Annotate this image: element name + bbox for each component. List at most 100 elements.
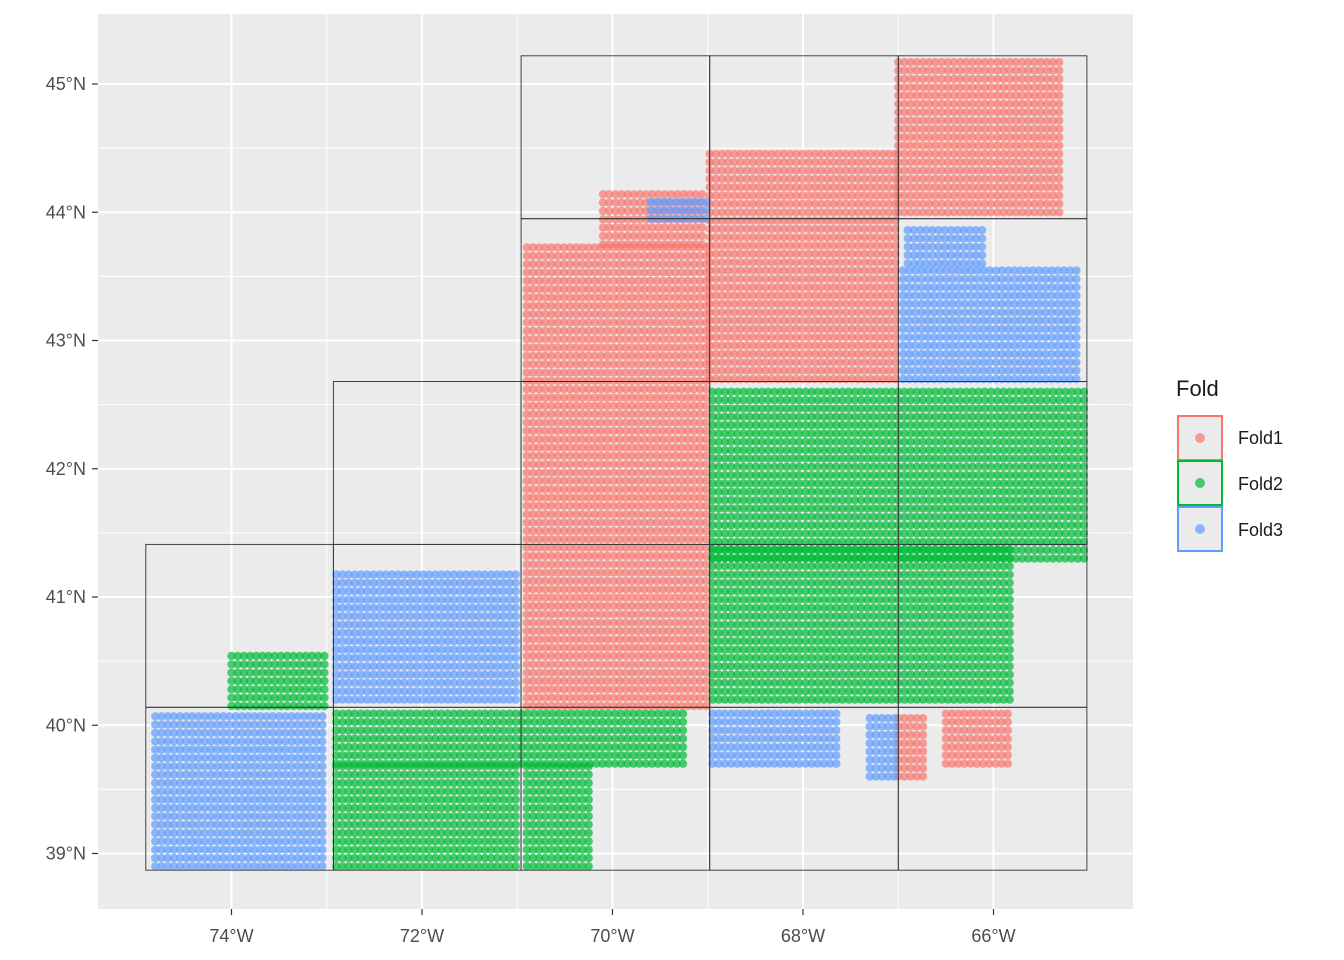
sample-point-fold1 <box>689 276 699 286</box>
sample-point-fold1 <box>689 501 699 511</box>
sample-point-fold1 <box>695 268 705 277</box>
sample-point-fold1 <box>823 358 832 367</box>
sample-point-fold1 <box>702 701 711 711</box>
sample-point-fold1 <box>646 443 655 452</box>
sample-point-fold1 <box>553 626 562 636</box>
sample-point-fold1 <box>621 660 630 669</box>
sample-point-fold1 <box>646 535 655 544</box>
sample-point-fold1 <box>658 693 668 702</box>
sample-point-fold1 <box>578 301 587 311</box>
sample-point-fold1 <box>615 526 624 536</box>
sample-point-fold1 <box>528 335 538 344</box>
sample-point-fold1 <box>578 376 587 386</box>
sample-point-fold1 <box>621 618 630 627</box>
sample-point-fold1 <box>761 191 770 200</box>
sample-point-fold1 <box>528 551 538 561</box>
sample-point-fold1 <box>627 626 637 636</box>
sample-point-fold1 <box>816 283 826 292</box>
sample-point-fold1 <box>547 426 556 436</box>
sample-point-fold1 <box>717 283 727 292</box>
sample-point-fold1 <box>535 618 544 627</box>
sample-point-fold1 <box>578 435 587 444</box>
sample-point-fold1 <box>918 739 928 748</box>
sample-point-fold1 <box>816 316 826 325</box>
sample-point-fold1 <box>535 668 544 677</box>
sample-point-fold1 <box>627 276 637 286</box>
sample-point-fold1 <box>553 501 562 511</box>
sample-point-fold1 <box>565 635 575 644</box>
sample-point-fold1 <box>541 651 550 661</box>
sample-point-fold1 <box>683 610 692 619</box>
sample-point-fold1 <box>823 183 832 192</box>
sample-point-fold1 <box>683 476 692 486</box>
sample-point-fold1 <box>711 366 720 375</box>
sample-point-fold1 <box>615 376 624 386</box>
sample-point-fold1 <box>559 310 569 319</box>
sample-point-fold1 <box>748 191 758 200</box>
sample-point-fold1 <box>646 476 655 486</box>
sample-point-fold1 <box>559 560 569 569</box>
sample-point-fold1 <box>742 199 751 209</box>
sample-point-fold1 <box>671 360 680 369</box>
sample-point-fold1 <box>621 676 630 686</box>
sample-point-fold1 <box>565 393 575 402</box>
sample-point-fold1 <box>627 635 637 644</box>
sample-point-fold1 <box>658 543 668 552</box>
sample-point-fold1 <box>640 618 649 627</box>
sample-point-fold1 <box>671 685 680 694</box>
sample-point-fold1 <box>677 576 686 586</box>
sample-point-fold1 <box>541 418 550 427</box>
sample-point-fold1 <box>541 693 550 702</box>
sample-point-fold1 <box>528 435 538 444</box>
sample-point-fold1 <box>835 233 844 242</box>
sample-point-fold1 <box>724 316 733 325</box>
sample-point-fold1 <box>695 276 705 286</box>
sample-point-fold1 <box>596 693 606 702</box>
sample-point-fold1 <box>541 301 550 311</box>
sample-point-fold1 <box>755 149 764 159</box>
sample-point-fold1 <box>761 174 770 184</box>
sample-point-fold1 <box>761 283 770 292</box>
sample-point-fold1 <box>578 476 587 486</box>
sample-point-fold1 <box>559 651 569 661</box>
sample-point-fold1 <box>742 341 751 350</box>
sample-point-fold1 <box>609 518 618 527</box>
sample-point-fold1 <box>578 451 587 461</box>
sample-point-fold1 <box>522 551 531 561</box>
sample-point-fold1 <box>596 501 606 511</box>
sample-point-fold1 <box>559 543 569 552</box>
sample-point-fold1 <box>773 308 782 317</box>
sample-point-fold1 <box>658 668 668 677</box>
sample-point-fold1 <box>559 268 569 277</box>
sample-point-fold1 <box>689 460 699 469</box>
sample-point-fold1 <box>711 316 720 325</box>
sample-point-fold1 <box>841 316 851 325</box>
sample-point-fold1 <box>683 310 692 319</box>
sample-point-fold1 <box>652 585 661 594</box>
sample-point-fold1 <box>711 308 720 317</box>
sample-point-fold1 <box>541 393 550 402</box>
sample-point-fold1 <box>572 643 581 652</box>
sample-point-fold1 <box>695 251 705 261</box>
sample-point-fold1 <box>640 501 649 511</box>
sample-point-fold1 <box>658 685 668 694</box>
sample-point-fold1 <box>565 676 575 686</box>
sample-point-fold1 <box>755 316 764 325</box>
sample-point-fold1 <box>785 274 795 284</box>
sample-point-fold1 <box>572 310 581 319</box>
sample-point-fold1 <box>767 233 776 242</box>
sample-point-fold1 <box>695 643 705 652</box>
sample-point-fold1 <box>646 260 655 269</box>
sample-point-fold1 <box>683 343 692 352</box>
sample-point-fold1 <box>559 318 569 327</box>
sample-point-fold1 <box>689 293 699 302</box>
sample-point-fold1 <box>658 560 668 569</box>
sample-point-fold1 <box>615 310 624 319</box>
sample-point-fold1 <box>621 393 630 402</box>
sample-point-fold1 <box>683 668 692 677</box>
sample-point-fold1 <box>615 701 624 711</box>
sample-point-fold1 <box>665 410 674 419</box>
sample-point-fold1 <box>695 668 705 677</box>
sample-point-fold1 <box>609 526 618 536</box>
sample-point-fold1 <box>634 535 643 544</box>
